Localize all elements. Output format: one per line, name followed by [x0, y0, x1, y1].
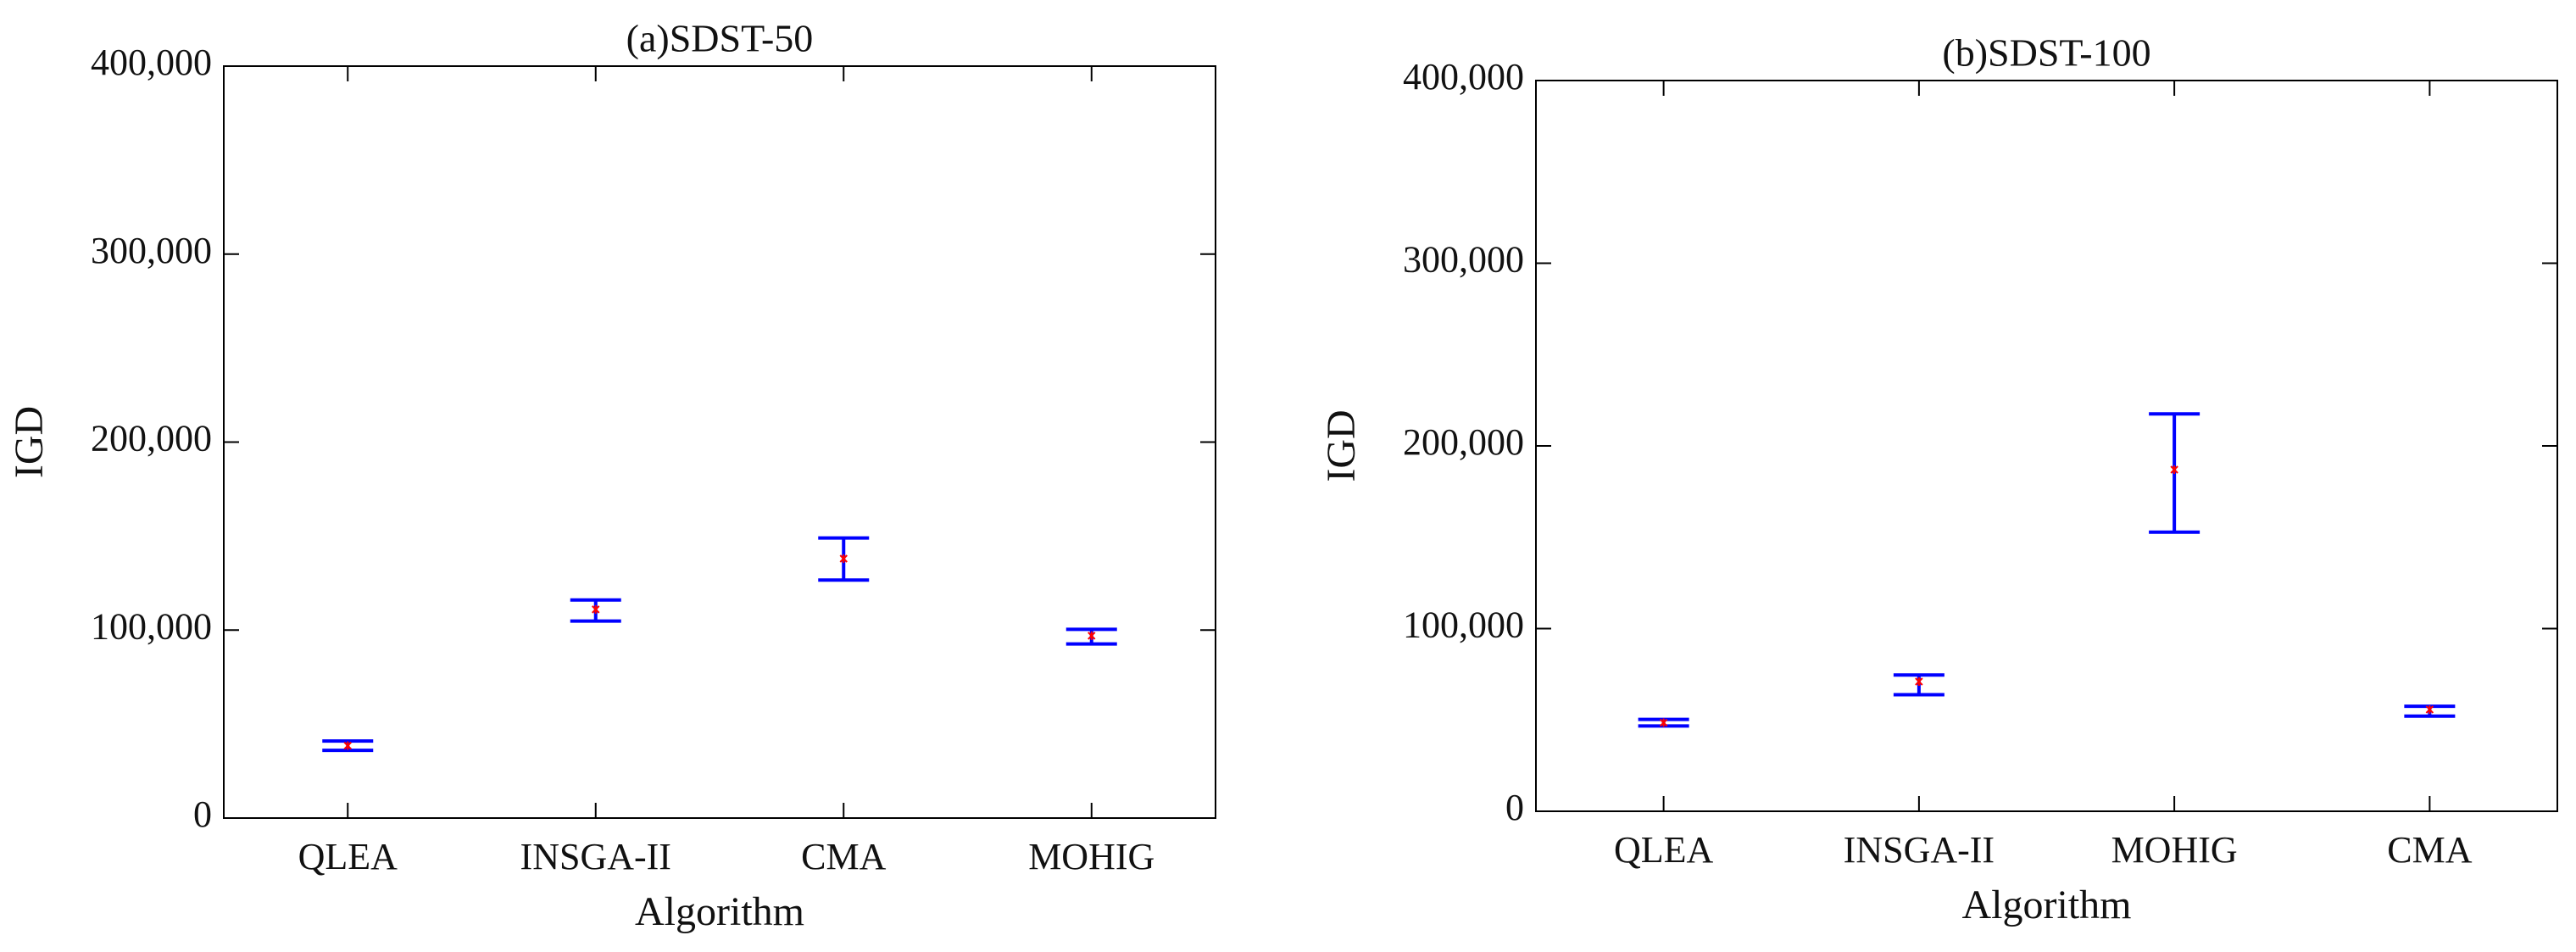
mean-marker — [2170, 465, 2178, 475]
mean-marker — [592, 604, 600, 614]
plot-frame — [223, 65, 1216, 819]
y-axis-label: IGD — [7, 406, 52, 478]
chart-title: (b)SDST-100 — [1942, 31, 2150, 75]
x-axis-label: Algorithm — [635, 889, 804, 934]
x-tick-label: INSGA-II — [520, 836, 671, 877]
y-tick-label: 100,000 — [1403, 604, 1524, 646]
y-tick-label: 400,000 — [91, 42, 212, 83]
x-axis-label: Algorithm — [1962, 882, 2132, 927]
y-tick-label: 200,000 — [91, 418, 212, 459]
mean-marker — [2425, 704, 2434, 714]
x-tick-label: QLEA — [298, 836, 398, 877]
y-tick-label: 100,000 — [91, 605, 212, 647]
y-tick-label: 0 — [193, 793, 212, 835]
mean-marker — [839, 554, 848, 563]
x-tick-label: MOHIG — [1028, 836, 1154, 877]
chart-title: (a)SDST-50 — [626, 17, 814, 60]
y-tick-label: 0 — [1505, 787, 1524, 828]
y-tick-label: 300,000 — [1403, 239, 1524, 281]
y-tick-label: 200,000 — [1403, 421, 1524, 463]
x-tick-label: INSGA-II — [1844, 829, 1995, 871]
x-tick-label: QLEA — [1614, 829, 1714, 871]
mean-marker — [1915, 676, 1923, 686]
y-axis-label: IGD — [1319, 409, 1364, 482]
mean-marker — [343, 741, 352, 750]
x-tick-label: CMA — [801, 836, 886, 877]
y-tick-label: 300,000 — [91, 230, 212, 271]
x-tick-label: CMA — [2387, 829, 2472, 871]
y-tick-label: 400,000 — [1403, 56, 1524, 97]
plot-frame — [1535, 80, 2558, 812]
x-tick-label: MOHIG — [2111, 829, 2238, 871]
mean-marker — [1659, 718, 1668, 727]
mean-marker — [1088, 631, 1096, 640]
